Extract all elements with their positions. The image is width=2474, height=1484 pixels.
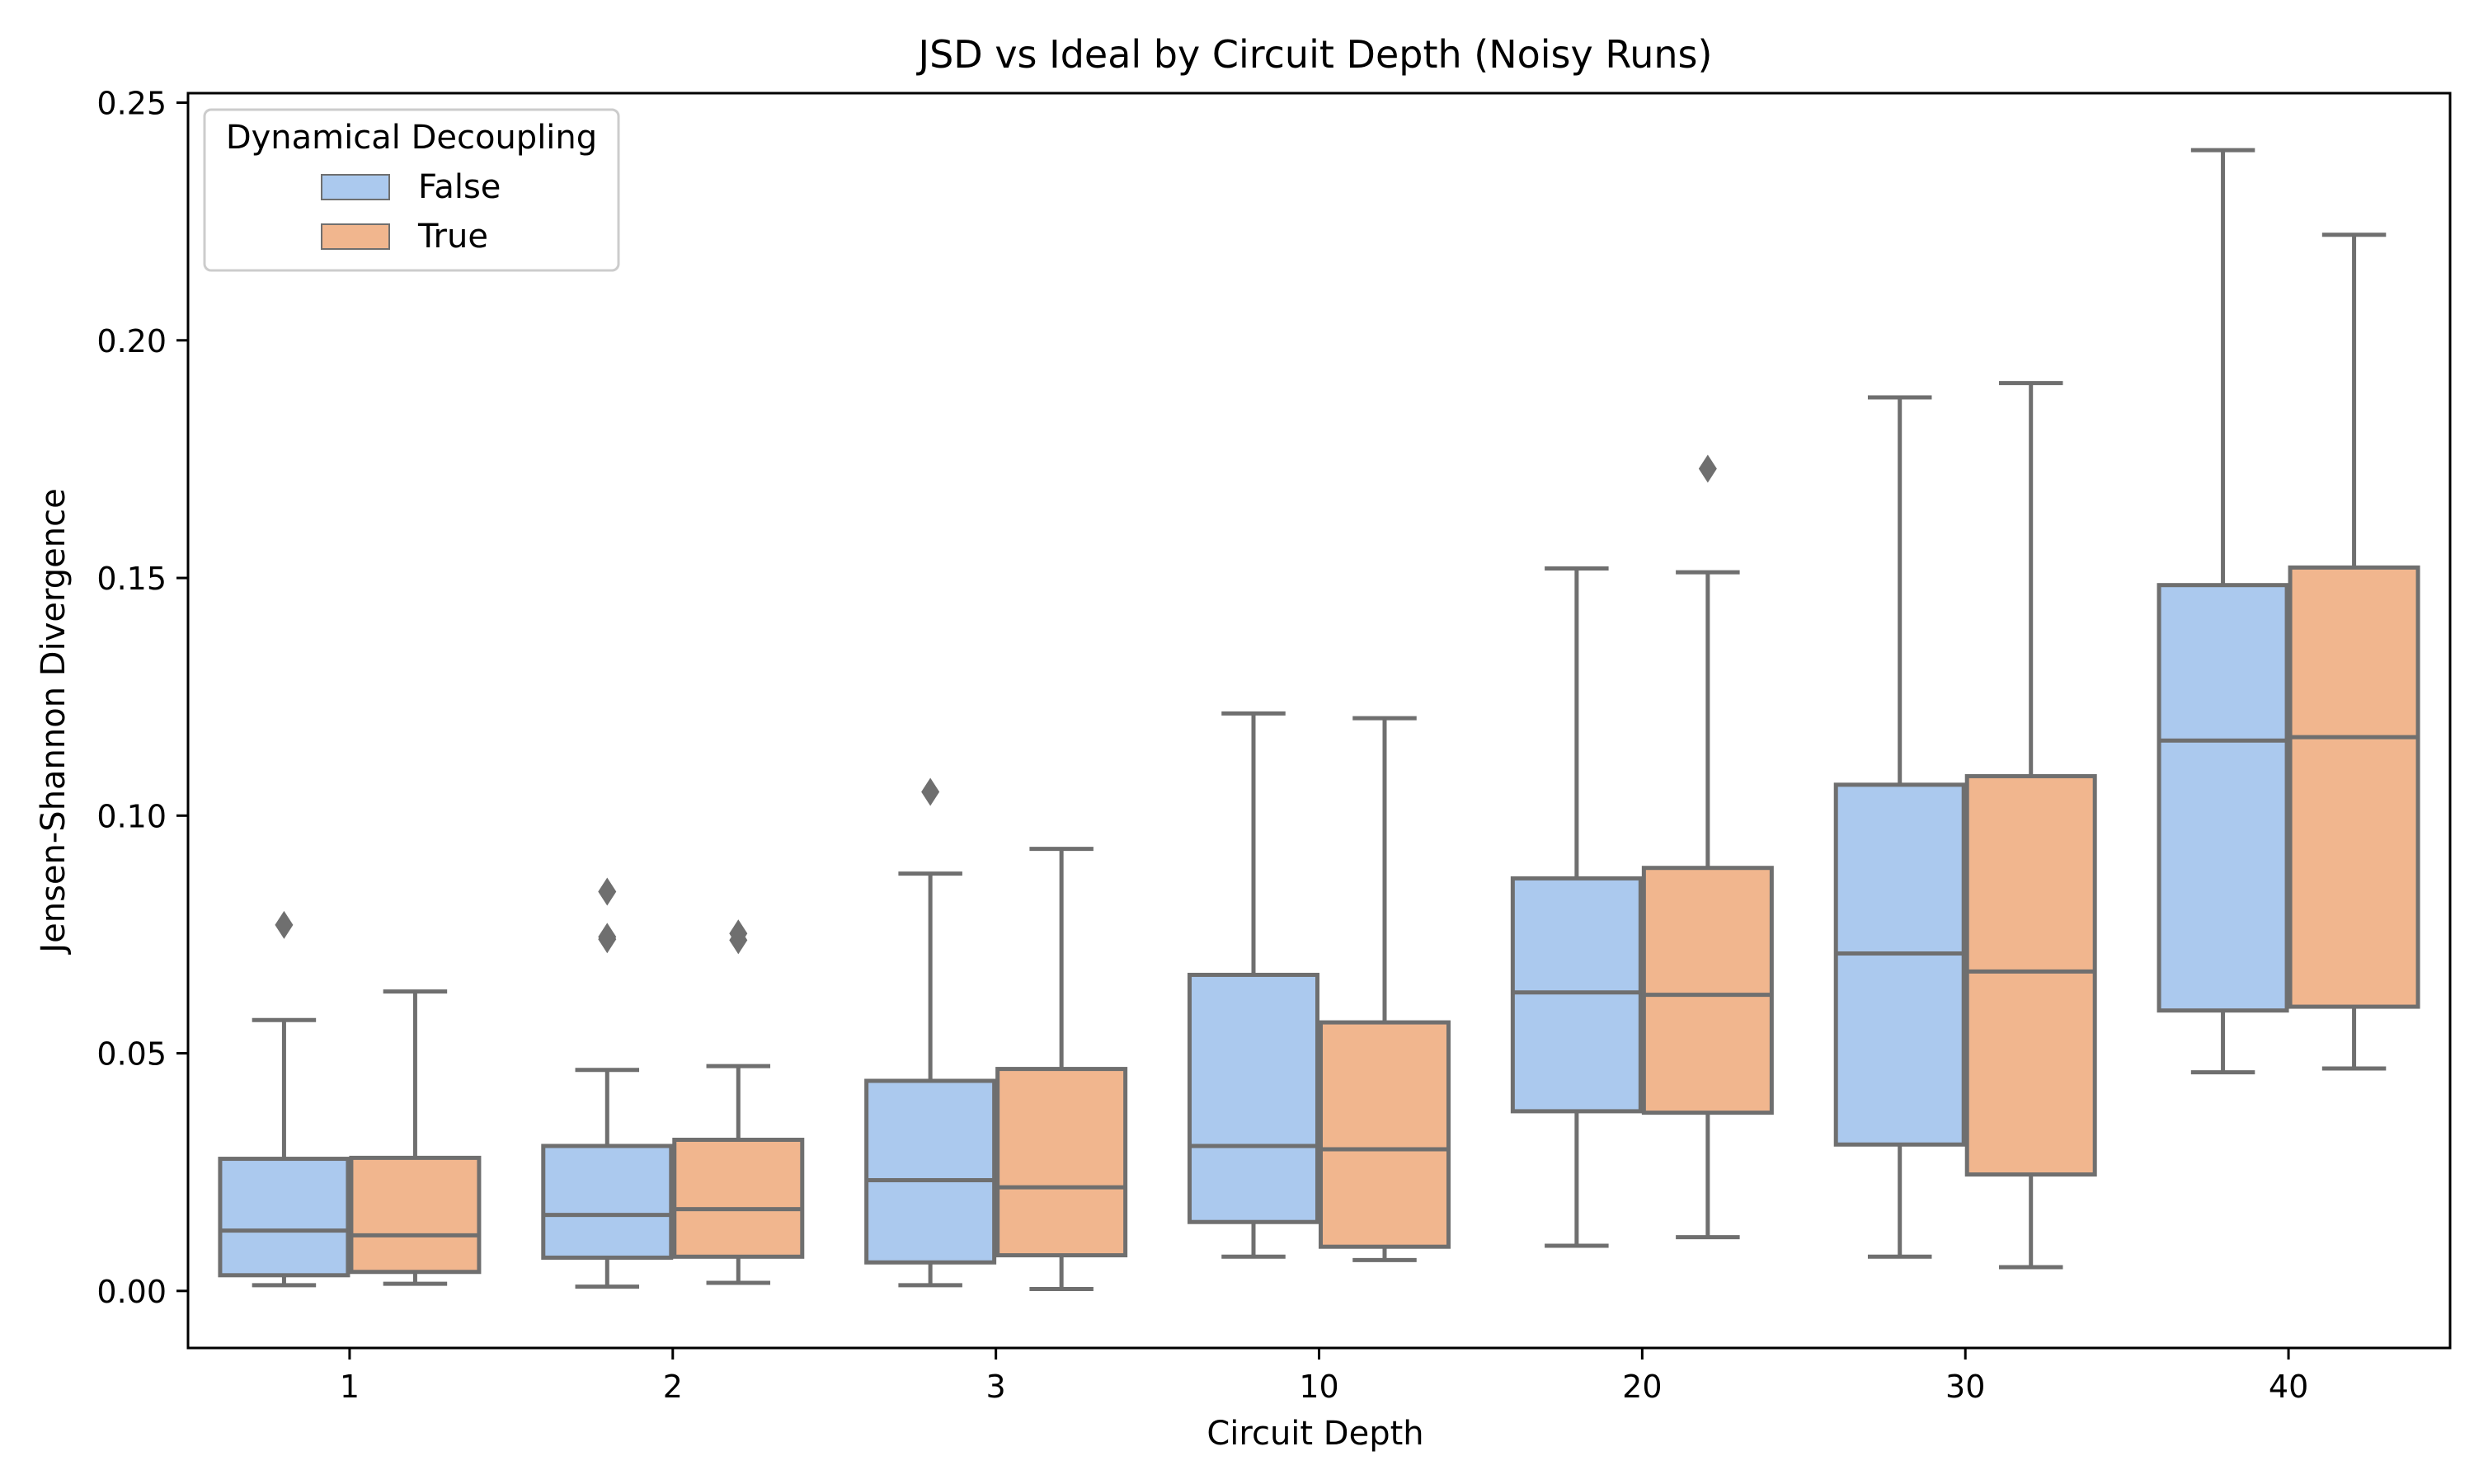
legend-swatch-false [321,174,390,200]
box-iqr [995,1067,1128,1258]
x-axis: 1 2 3 10 20 30 40 [340,1348,2308,1405]
y-tick-label: 0.20 [96,323,167,359]
outlier-point [598,923,617,951]
box-iqr [2288,565,2420,1009]
x-tick-label: 40 [2269,1369,2308,1405]
legend-label-true: True [417,218,488,256]
box-false-depth-10 [1188,711,1319,1259]
x-axis-label: Circuit Depth [1206,1415,1423,1453]
box-iqr [672,1137,805,1259]
chart-title: JSD vs Ideal by Circuit Depth (Noisy Run… [916,32,1713,77]
box-true-depth-3 [995,847,1128,1292]
box-iqr [2157,583,2289,1013]
x-tick-label: 2 [663,1369,683,1405]
box-true-depth-40 [2288,232,2420,1071]
box-false-depth-2 [541,877,674,1289]
outlier-point [275,910,294,939]
x-tick-label: 3 [986,1369,1006,1405]
box-true-depth-10 [1319,716,1451,1262]
y-axis: 0.00 0.05 0.10 0.15 0.20 0.25 [96,86,188,1310]
y-tick-label: 0.05 [96,1036,167,1073]
box-true-depth-2 [672,919,805,1285]
box-true-depth-20 [1641,454,1774,1240]
box-false-depth-3 [864,777,997,1288]
x-tick-label: 10 [1299,1369,1338,1405]
legend-label-false: False [418,168,501,206]
box-iqr [1319,1020,1451,1249]
x-tick-label: 20 [1622,1369,1662,1405]
plot-area [218,148,2420,1292]
box-iqr [1641,866,1774,1115]
box-false-depth-30 [1833,395,1966,1259]
legend-title: Dynamical Decoupling [226,119,597,157]
x-tick-label: 1 [340,1369,360,1405]
y-tick-label: 0.10 [96,798,167,834]
box-true-depth-1 [349,989,482,1286]
outlier-point [729,919,748,948]
box-iqr [349,1155,482,1275]
box-iqr [1510,876,1643,1114]
outlier-point [1698,454,1717,483]
box-iqr [1188,972,1319,1224]
legend-swatch-true [321,223,390,250]
outlier-point [598,877,617,906]
box-iqr [1964,773,2097,1177]
box-true-depth-30 [1964,381,2097,1270]
box-false-depth-20 [1510,566,1643,1248]
legend-frame [203,108,620,272]
box-false-depth-40 [2157,148,2289,1075]
box-false-depth-1 [218,910,350,1288]
y-tick-label: 0.25 [96,86,167,122]
y-tick-label: 0.00 [96,1274,167,1310]
outlier-point [921,777,940,806]
box-iqr [541,1144,674,1260]
box-iqr [1833,782,1966,1147]
y-tick-label: 0.15 [96,561,167,597]
box-iqr [218,1157,350,1278]
legend: Dynamical Decoupling False True [203,108,620,272]
box-iqr [864,1078,997,1265]
y-axis-label: Jensen-Shannon Divergence [35,488,73,955]
x-tick-label: 30 [1945,1369,1985,1405]
